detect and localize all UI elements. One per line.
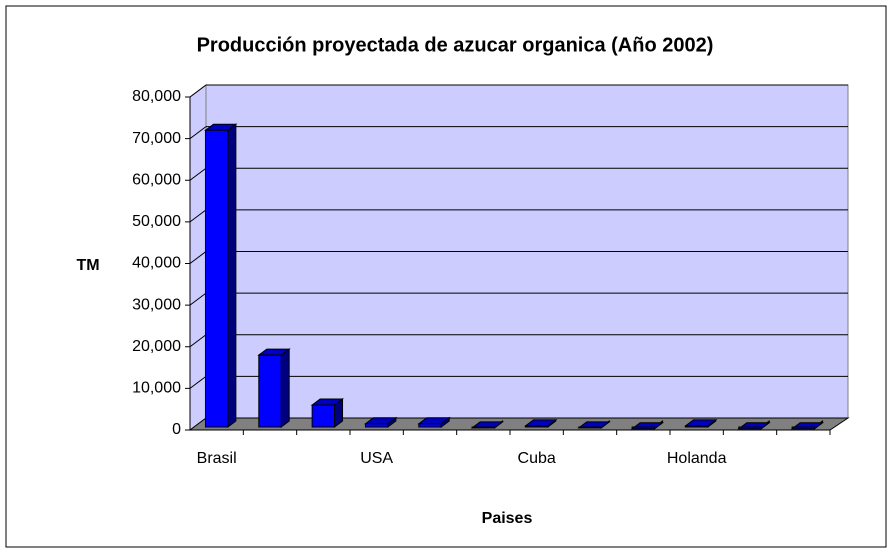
bar [470,420,505,429]
bar [417,416,451,428]
y-tick-label: 10,000 [132,380,181,397]
y-tick-label: 40,000 [132,255,181,272]
bar-side [280,348,290,428]
bar [523,418,558,428]
bar [737,420,771,430]
bar [257,348,291,428]
grid-line [189,292,207,306]
y-axis-label: TM [76,257,99,274]
x-tick-label: Brasil [197,450,237,467]
bar-front [684,425,709,428]
chart-title: Producción proyectada de azucar organica… [197,34,714,56]
x-axis-label: Paises [482,510,533,527]
bar [790,420,825,430]
grid-line [189,126,207,140]
bar [683,418,718,428]
bar [577,420,611,429]
bar-front [738,426,762,430]
y-tick-label: 30,000 [132,296,181,313]
grid-line [189,334,207,348]
bar-front [524,425,549,428]
bar-front [631,426,656,430]
bar-front [311,404,336,428]
bar [363,416,398,428]
x-tick-label: Cuba [518,450,556,467]
x-tick-label: USA [360,450,393,467]
bar [630,420,665,430]
grid-line [189,209,207,223]
grid-line [189,167,207,181]
x-tick-label: Holanda [667,450,727,467]
bar-front [258,354,282,428]
y-tick-label: 80,000 [132,88,181,105]
grid-line [189,375,207,389]
grid-line [189,251,207,264]
bar-front [418,423,442,428]
bar-front [364,423,389,428]
grid-line [189,84,207,98]
bar-front [578,426,602,429]
bar [310,398,345,428]
y-tick-label: 70,000 [132,130,181,147]
bar-side [227,123,237,428]
bar [203,123,238,428]
y-tick-label: 20,000 [132,338,181,355]
y-tick-label: 50,000 [132,213,181,230]
bar-front [791,426,816,430]
bar-front [204,129,229,428]
y-tick-label: 60,000 [132,171,181,188]
bar-front [471,426,496,429]
y-tick-label: 0 [172,421,181,438]
